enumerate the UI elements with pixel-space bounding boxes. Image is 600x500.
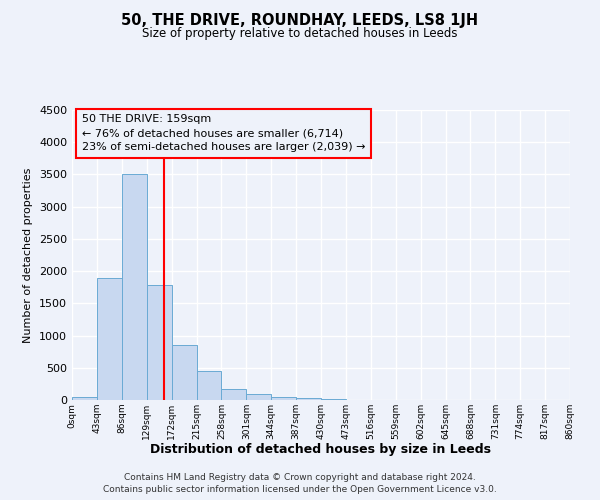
Text: Distribution of detached houses by size in Leeds: Distribution of detached houses by size … — [151, 442, 491, 456]
Bar — [197, 371, 221, 400]
Bar — [97, 278, 122, 400]
Text: Size of property relative to detached houses in Leeds: Size of property relative to detached ho… — [142, 28, 458, 40]
Bar — [271, 397, 296, 400]
Text: Contains HM Land Registry data © Crown copyright and database right 2024.: Contains HM Land Registry data © Crown c… — [124, 472, 476, 482]
Bar — [246, 394, 271, 400]
Bar — [296, 398, 321, 400]
Bar — [122, 174, 146, 400]
Bar — [221, 388, 247, 400]
Text: 50, THE DRIVE, ROUNDHAY, LEEDS, LS8 1JH: 50, THE DRIVE, ROUNDHAY, LEEDS, LS8 1JH — [121, 12, 479, 28]
Bar — [146, 286, 172, 400]
Bar — [72, 397, 97, 400]
Bar — [172, 345, 197, 400]
Y-axis label: Number of detached properties: Number of detached properties — [23, 168, 34, 342]
Text: Contains public sector information licensed under the Open Government Licence v3: Contains public sector information licen… — [103, 485, 497, 494]
Text: 50 THE DRIVE: 159sqm
← 76% of detached houses are smaller (6,714)
23% of semi-de: 50 THE DRIVE: 159sqm ← 76% of detached h… — [82, 114, 365, 152]
